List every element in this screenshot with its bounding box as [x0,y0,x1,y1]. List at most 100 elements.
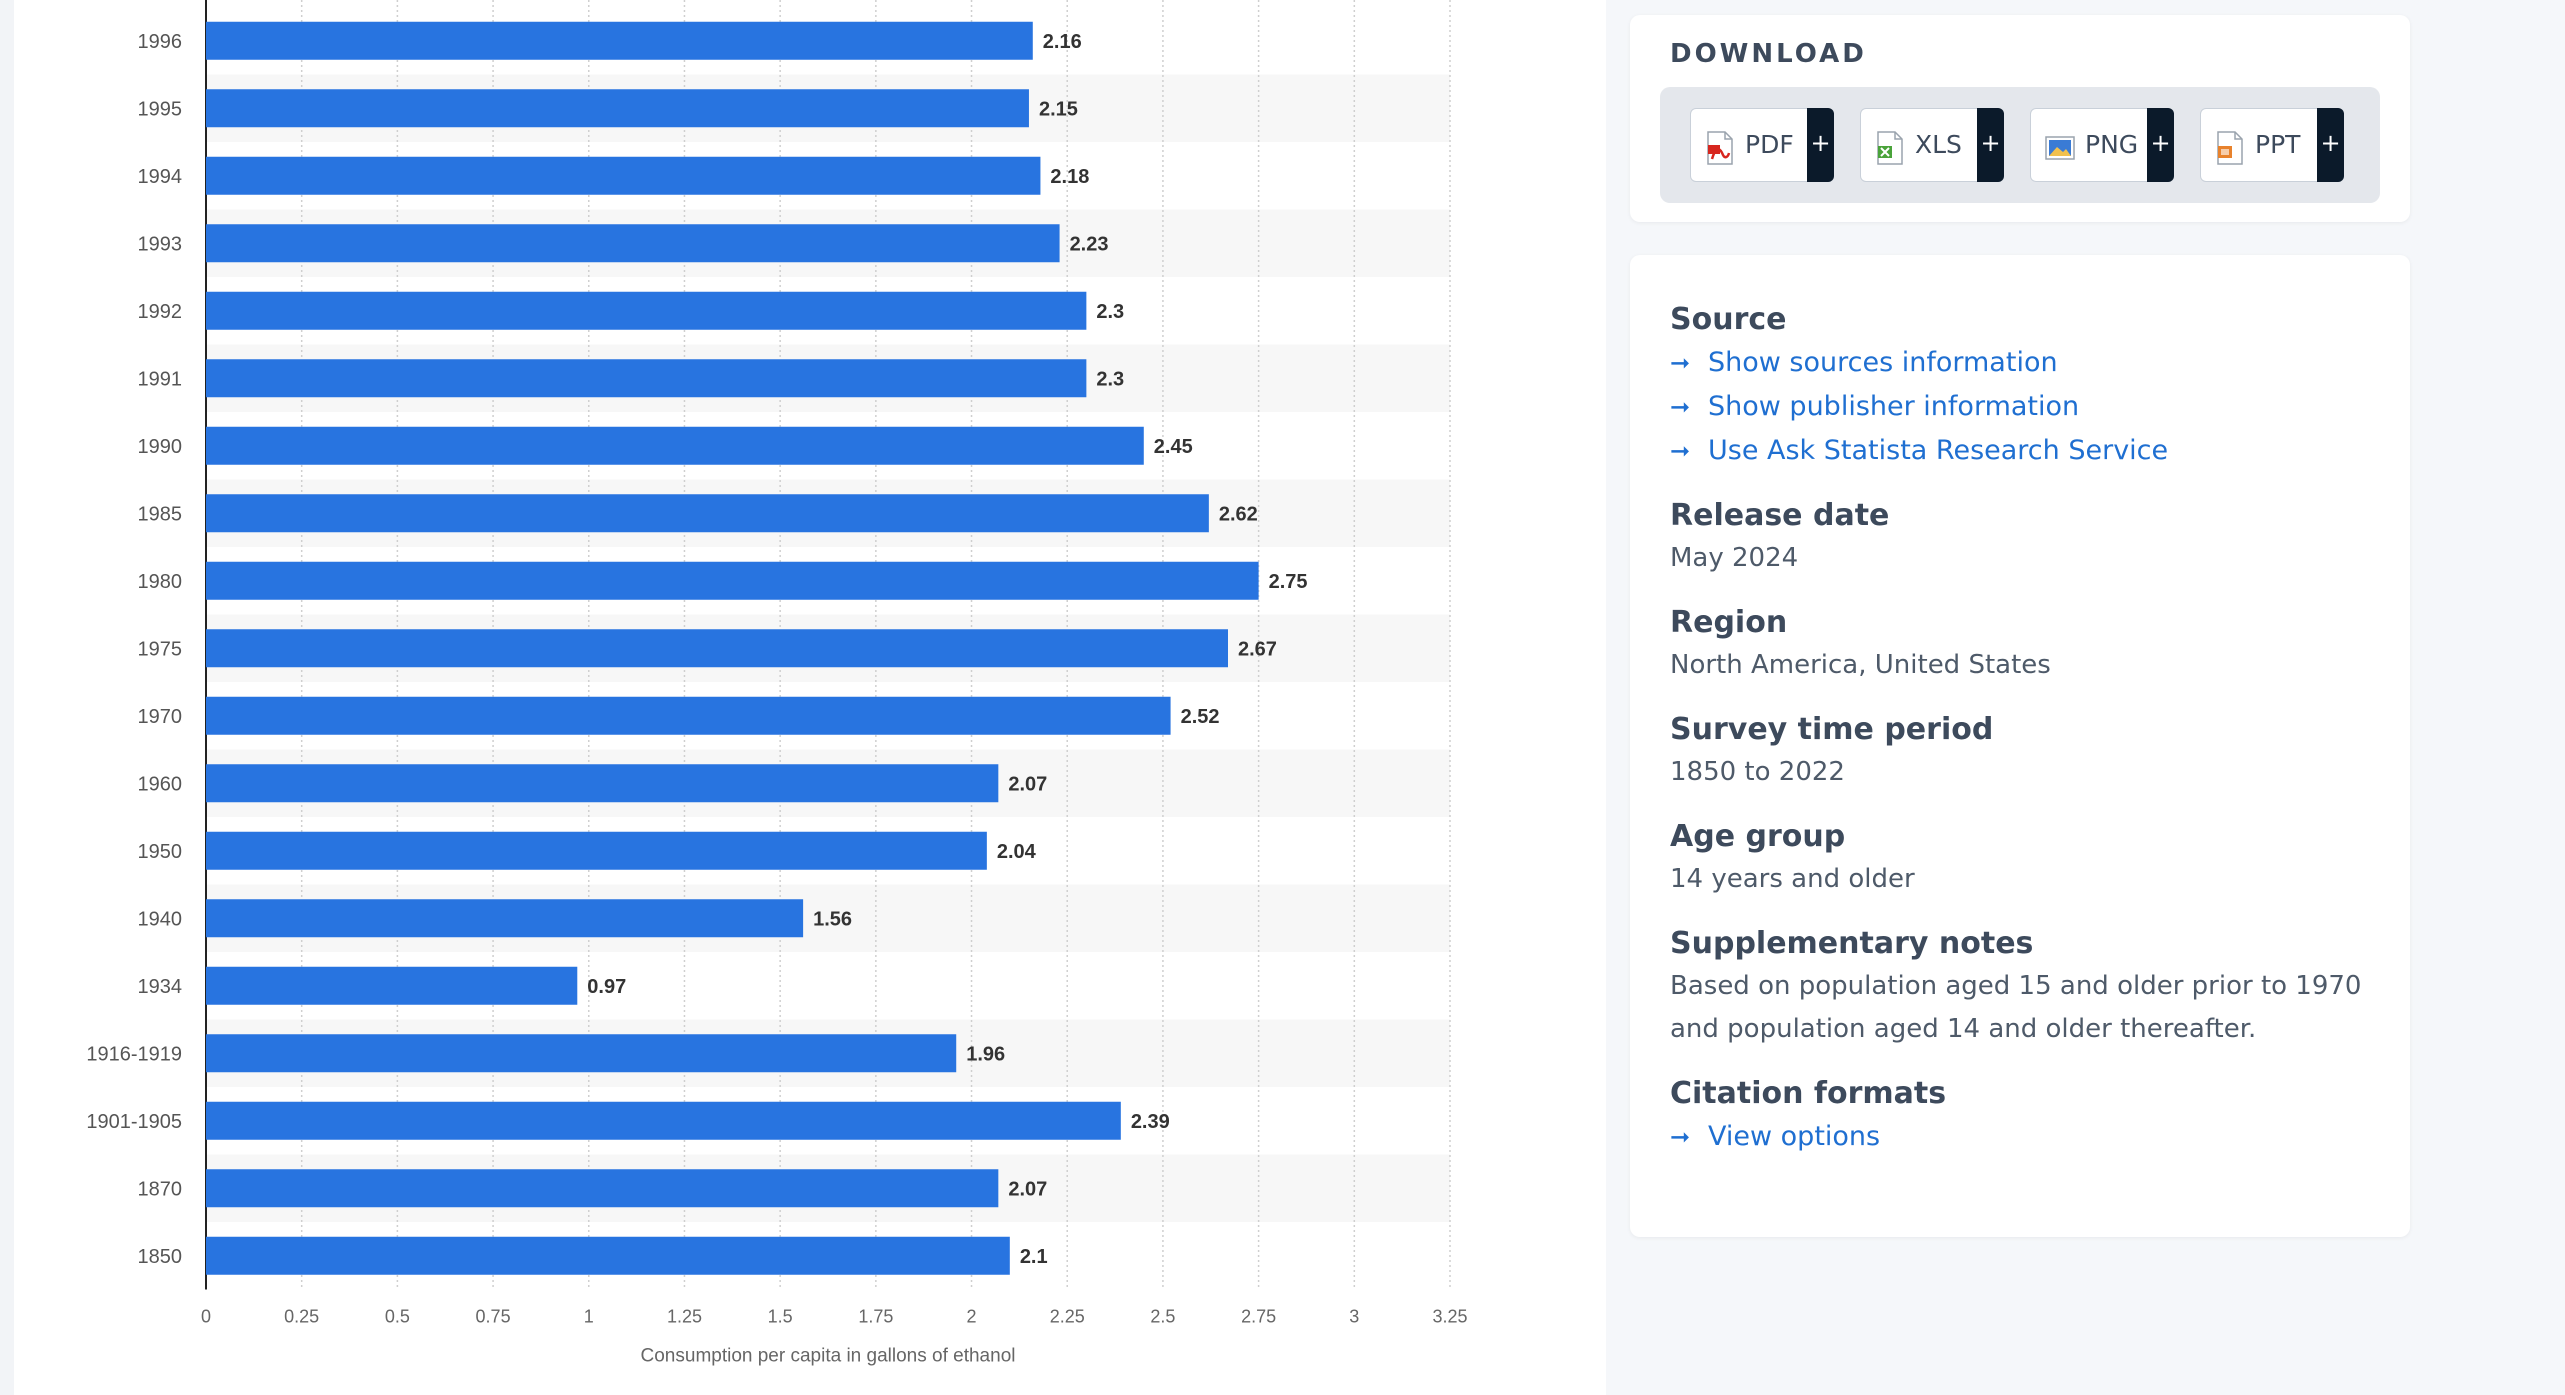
value-label: 2.62 [1219,503,1258,525]
value-label: 2.18 [1050,166,1089,188]
value-label: 2.52 [1181,706,1220,728]
x-tick-label: 0.5 [385,1307,410,1327]
xls-file-icon [1877,131,1903,165]
survey-period-heading: Survey time period [1670,712,1994,747]
download-xls-button[interactable]: XLS + [1860,108,2004,182]
bar [206,426,1144,465]
arrow-right-icon: ➞ [1670,437,1691,465]
age-group-value: 14 years and older [1670,864,1915,894]
category-label: 1940 [138,908,183,930]
value-label: 2.1 [1020,1246,1048,1268]
value-label: 2.3 [1096,368,1124,390]
x-tick-label: 0 [201,1307,211,1327]
spacer [1670,901,2390,923]
region-heading: Region [1670,605,1788,640]
arrow-right-icon: ➞ [1670,1123,1691,1151]
x-tick-label: 0.75 [476,1307,511,1327]
pdf-label: PDF [1745,130,1794,159]
bar [206,1236,1010,1275]
spacer [1670,687,2390,709]
view-options-link[interactable]: ➞ View options [1670,1115,2390,1159]
x-axis-title: Consumption per capita in gallons of eth… [641,1346,1016,1367]
xls-plus-icon[interactable]: + [1977,108,2004,182]
supplementary-notes-line-1: Based on population aged 15 and older pr… [1670,971,2362,1001]
value-label: 1.96 [966,1043,1005,1065]
value-label: 2.16 [1043,31,1082,53]
bar [206,494,1209,533]
download-png-button[interactable]: PNG + [2030,108,2174,182]
survey-period-value: 1850 to 2022 [1670,757,1845,787]
value-label: 2.07 [1008,1178,1047,1200]
bar [206,291,1087,330]
value-label: 2.07 [1008,773,1047,795]
pdf-plus-icon[interactable]: + [1807,108,1834,182]
bar-chart: 1996 2.16 1995 2.15 1994 2.18 1993 2.23 1992 2.3 1… [86,0,1468,1367]
show-sources-link[interactable]: ➞ Show sources information [1670,341,2390,385]
show-sources-label: Show sources information [1708,347,2058,378]
spacer [1670,473,2390,495]
show-publisher-link[interactable]: ➞ Show publisher information [1670,385,2390,429]
download-ppt-button[interactable]: PPT + [2200,108,2344,182]
value-label: 2.45 [1154,436,1193,458]
show-publisher-label: Show publisher information [1708,391,2080,422]
category-label: 1992 [138,301,183,323]
category-label: 1991 [138,368,183,390]
category-label: 1975 [138,638,183,660]
category-label: 1980 [138,571,183,593]
info-content: Source ➞ Show sources information ➞ Show p… [1670,299,2390,1159]
bar [206,156,1041,195]
ppt-label: PPT [2255,130,2301,159]
xls-label: XLS [1915,130,1962,159]
x-tick-label: 3 [1349,1307,1359,1327]
statistic-info-card: Source ➞ Show sources information ➞ Show p… [1630,255,2410,1237]
source-heading: Source [1670,302,1787,337]
bar [206,1034,957,1073]
ppt-file-icon [2217,131,2243,165]
ppt-plus-icon[interactable]: + [2317,108,2344,182]
category-label: 1916-1919 [86,1043,182,1065]
png-file-icon [2045,136,2075,160]
category-label: 1960 [138,773,183,795]
x-tick-label: 1.25 [667,1307,702,1327]
supplementary-notes-heading: Supplementary notes [1670,926,2034,961]
ask-research-service-link[interactable]: ➞ Use Ask Statista Research Service [1670,429,2390,473]
bar [206,21,1033,60]
spacer [1670,794,2390,816]
value-label: 2.67 [1238,638,1277,660]
supplementary-notes-line-2: and population aged 14 and older thereaf… [1670,1014,2257,1044]
citation-formats-heading: Citation formats [1670,1076,1947,1111]
pdf-file-icon [1707,131,1733,165]
bar [206,831,987,870]
x-tick-label: 1.5 [768,1307,793,1327]
value-label: 1.56 [813,908,852,930]
bar [206,224,1060,263]
chart-panel: 1996 2.16 1995 2.15 1994 2.18 1993 2.23 1992 2.3 1… [14,0,1606,1395]
value-label: 2.04 [997,841,1037,863]
view-options-label: View options [1708,1121,1881,1152]
category-label: 1850 [138,1246,183,1268]
release-date-heading: Release date [1670,498,1890,533]
png-label: PNG [2085,130,2139,159]
x-tick-label: 2.75 [1241,1307,1276,1327]
x-tick-label: 3.25 [1432,1307,1467,1327]
category-label: 1994 [138,166,183,188]
download-title: DOWNLOAD [1670,39,1867,69]
ask-research-service-label: Use Ask Statista Research Service [1708,435,2169,466]
value-label: 2.23 [1070,233,1109,255]
category-label: 1990 [138,436,183,458]
x-tick-label: 1 [584,1307,594,1327]
bar [206,696,1171,735]
value-label: 2.15 [1039,98,1078,120]
bar [206,966,578,1005]
bar [206,89,1029,128]
category-label: 1996 [138,31,183,53]
value-label: 2.39 [1131,1111,1170,1133]
x-tick-label: 1.75 [858,1307,893,1327]
x-tick-label: 2 [967,1307,977,1327]
png-plus-icon[interactable]: + [2147,108,2174,182]
bar [206,629,1228,668]
region-value: North America, United States [1670,650,2051,680]
category-label: 1934 [138,976,183,998]
download-pdf-button[interactable]: PDF + [1690,108,1834,182]
bar [206,899,804,938]
